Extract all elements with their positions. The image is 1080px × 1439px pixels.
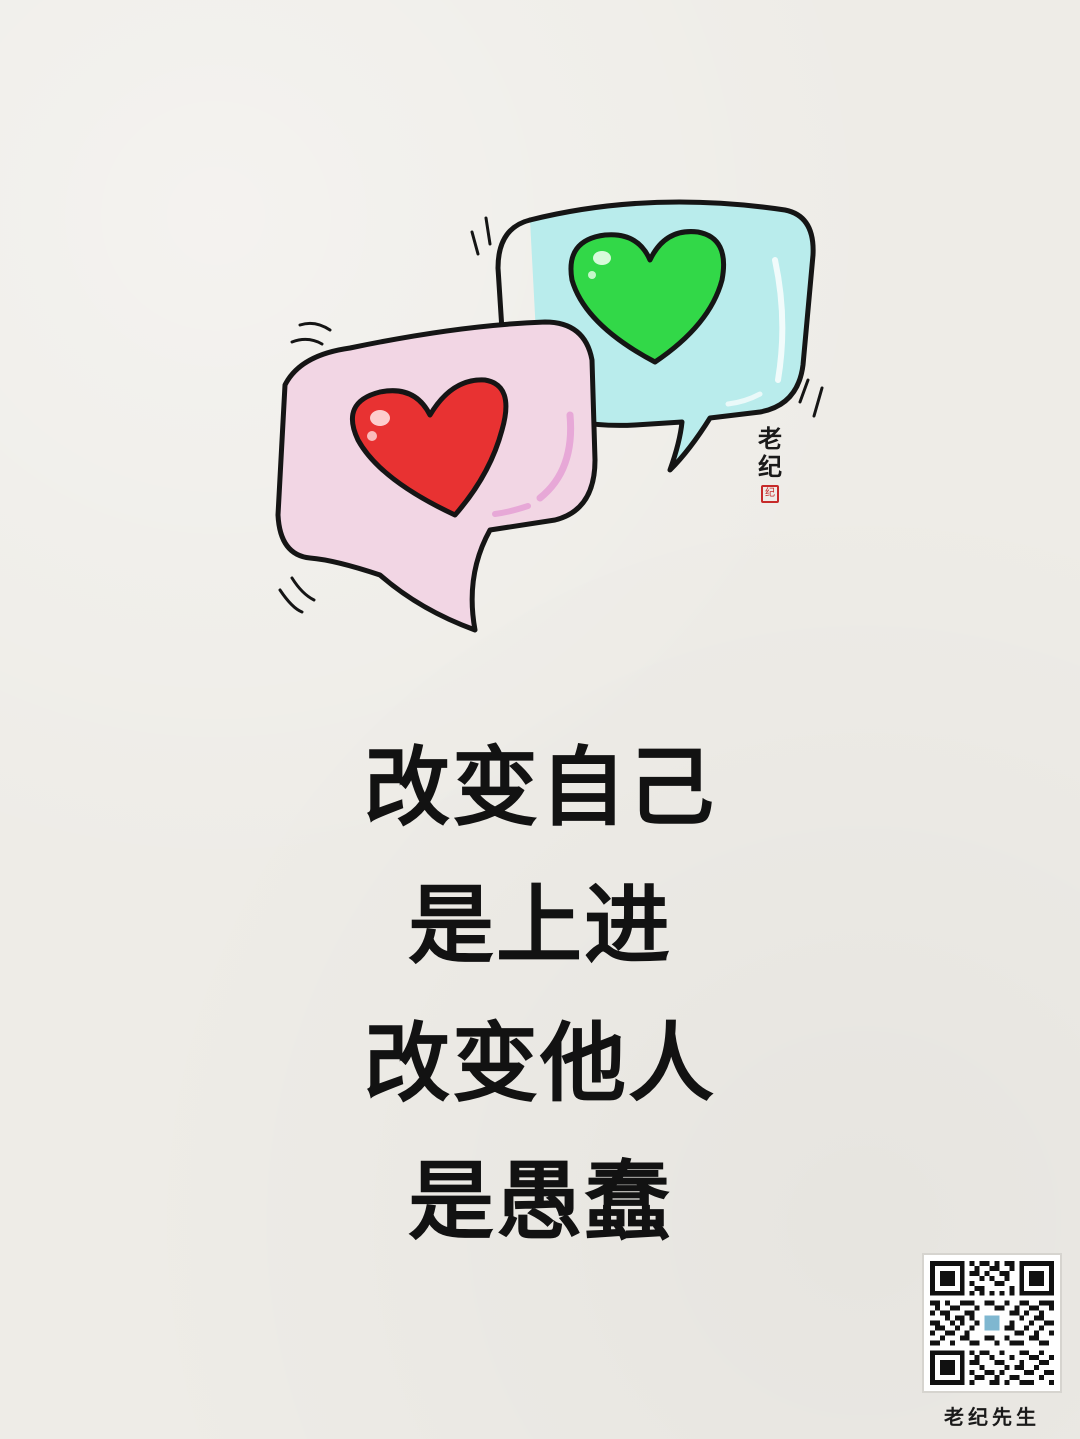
green-heart-icon xyxy=(568,229,727,365)
quote-text: 改变自己 是上进 改变他人 是愚蠢 xyxy=(0,742,1080,1294)
red-heart-icon xyxy=(349,377,509,518)
quote-line: 是上进 xyxy=(408,876,672,976)
red-seal-stamp: 纪 xyxy=(761,485,779,503)
signature-char: 纪 xyxy=(758,452,782,481)
qr-code-pattern xyxy=(930,1261,1054,1385)
qr-code-block: 老纪先生 xyxy=(922,1253,1062,1433)
signature-char: 老 xyxy=(758,424,782,453)
seal-char: 纪 xyxy=(765,488,775,499)
quote-line: 改变自己 xyxy=(364,738,716,838)
qr-code[interactable] xyxy=(922,1253,1062,1393)
quote-line: 改变他人 xyxy=(364,1014,716,1114)
quote-line: 是愚蠢 xyxy=(408,1152,672,1252)
artist-signature: 老 纪 纪 xyxy=(752,425,788,503)
chat-hearts-illustration xyxy=(275,199,824,633)
qr-caption: 老纪先生 xyxy=(944,1405,1040,1429)
